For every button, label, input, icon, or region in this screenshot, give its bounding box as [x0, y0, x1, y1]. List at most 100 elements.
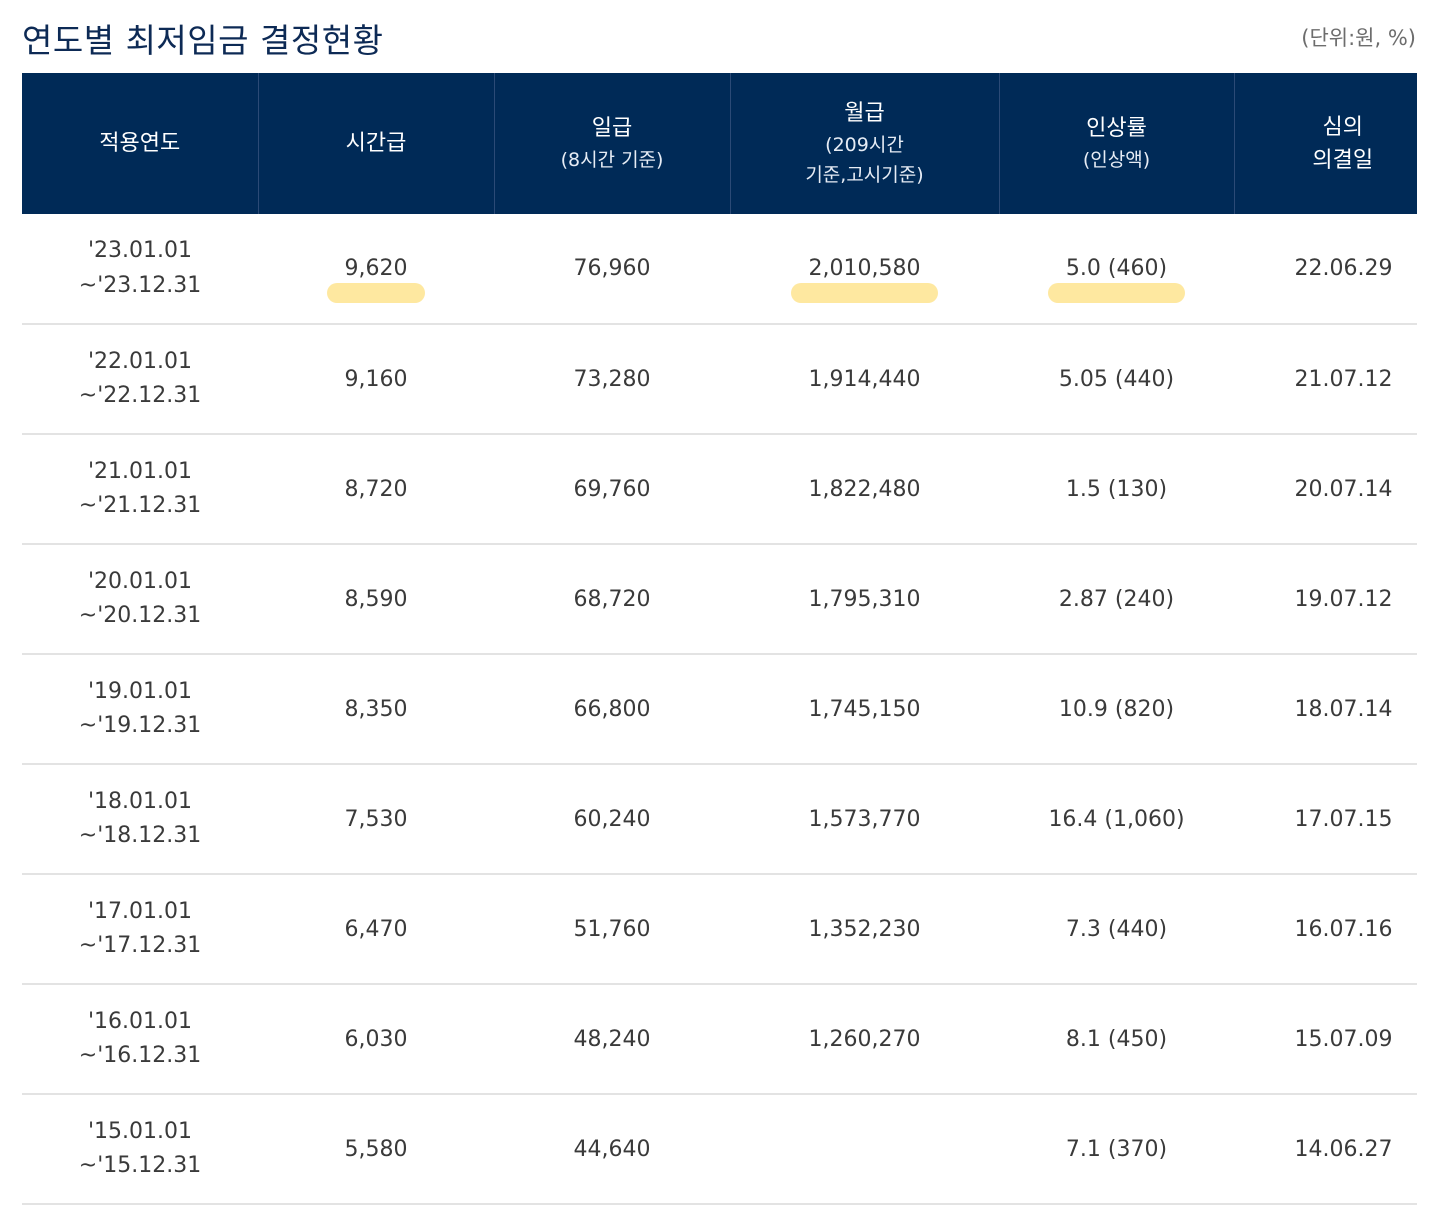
cell-rate: 2.87 (240)	[999, 544, 1234, 655]
period-start: '18.01.01	[87, 788, 193, 814]
cell-hourly: 9,620	[258, 214, 494, 325]
cell-decided-value: 19.07.12	[1294, 586, 1393, 612]
cell-decided: 14.06.27	[1234, 1094, 1417, 1205]
table-row: '18.01.01 ~'18.12.31 7,530 60,240 1,573,770 1…	[22, 764, 1417, 875]
highlight-mark-hourly	[326, 283, 426, 303]
cell-decided: 15.07.09	[1234, 984, 1417, 1095]
cell-rate-value: 16.4 (1,060)	[1048, 806, 1185, 832]
cell-period: '19.01.01 ~'19.12.31	[22, 654, 258, 765]
cell-rate-value: 1.5 (130)	[1065, 476, 1168, 502]
cell-monthly-value: 2,010,580	[808, 256, 921, 281]
cell-monthly-value: 1,745,150	[808, 696, 921, 722]
header-daily-label: 일급	[591, 115, 633, 141]
cell-period: '20.01.01 ~'20.12.31	[22, 544, 258, 655]
header-monthly-sub2: 기준,고시기준)	[805, 164, 924, 186]
header-hourly: 시간급	[257, 73, 494, 214]
cell-period: '21.01.01 ~'21.12.31	[22, 434, 258, 545]
cell-monthly: 1,914,440	[730, 324, 999, 435]
cell-daily: 73,280	[494, 324, 730, 435]
period-end: ~'18.12.31	[78, 823, 202, 848]
cell-hourly: 7,530	[258, 764, 494, 875]
cell-hourly-value: 5,580	[344, 1136, 408, 1162]
period-end: ~'16.12.31	[78, 1043, 202, 1068]
cell-period: '22.01.01 ~'22.12.31	[22, 324, 258, 435]
header-rate: 인상률 (인상액)	[998, 73, 1234, 214]
table-row: '22.01.01 ~'22.12.31 9,160 73,280 1,914,440 5…	[22, 324, 1417, 435]
cell-rate: 5.05 (440)	[999, 324, 1234, 435]
header-period-label: 적용연도	[99, 131, 181, 156]
header-hourly-label: 시간급	[345, 131, 407, 156]
cell-hourly: 8,590	[258, 544, 494, 655]
period-start: '23.01.01	[87, 238, 193, 264]
period-start: '17.01.01	[87, 898, 193, 924]
cell-rate: 1.5 (130)	[999, 434, 1234, 545]
minimum-wage-table: 적용연도 시간급 일급 (8시간 기준) 월급 (209시간 기준,고시기준) …	[22, 73, 1417, 1205]
cell-daily-value: 60,240	[573, 806, 651, 832]
cell-monthly: 1,822,480	[730, 434, 999, 545]
cell-rate-value: 5.05 (440)	[1058, 366, 1175, 392]
cell-daily: 68,720	[494, 544, 730, 655]
cell-hourly-value: 8,720	[344, 476, 408, 502]
cell-decided-value: 16.07.16	[1294, 916, 1393, 942]
cell-decided: 19.07.12	[1234, 544, 1417, 655]
cell-hourly-value: 7,530	[344, 806, 408, 832]
cell-daily-value: 44,640	[573, 1136, 651, 1162]
header-monthly: 월급 (209시간 기준,고시기준)	[729, 73, 999, 214]
cell-hourly: 6,470	[258, 874, 494, 985]
header-rate-label: 인상률	[1086, 115, 1147, 141]
header-decided-line1: 심의	[1322, 114, 1363, 140]
highlight-mark-monthly	[790, 283, 939, 303]
cell-daily-value: 48,240	[573, 1026, 651, 1052]
highlight-mark-rate	[1047, 283, 1186, 303]
header-decided-line2: 의결일	[1312, 147, 1374, 173]
cell-rate: 5.0 (460)	[999, 214, 1234, 325]
cell-hourly: 8,720	[258, 434, 494, 545]
cell-daily-value: 76,960	[573, 256, 651, 281]
header-daily-sub: (8시간 기준)	[560, 148, 664, 171]
table-row: '23.01.01 ~'23.12.31 9,620 76,960 2,010,580 5…	[22, 214, 1417, 325]
cell-decided-value: 21.07.12	[1294, 366, 1393, 392]
cell-monthly: 1,260,270	[730, 984, 999, 1095]
cell-rate-value: 8.1 (450)	[1065, 1026, 1168, 1052]
cell-decided: 18.07.14	[1234, 654, 1417, 765]
table-row: '17.01.01 ~'17.12.31 6,470 51,760 1,352,230 7…	[22, 874, 1417, 985]
cell-monthly-value: 1,260,270	[808, 1026, 921, 1052]
cell-rate: 16.4 (1,060)	[999, 764, 1234, 875]
cell-decided-value: 20.07.14	[1294, 476, 1393, 502]
period-end: ~'21.12.31	[78, 493, 202, 518]
cell-period: '18.01.01 ~'18.12.31	[22, 764, 258, 875]
cell-decided-value: 17.07.15	[1294, 806, 1393, 832]
cell-hourly-value: 6,470	[344, 916, 408, 942]
cell-decided-value: 22.06.29	[1294, 256, 1393, 281]
cell-decided-value: 15.07.09	[1294, 1026, 1393, 1052]
cell-hourly: 6,030	[258, 984, 494, 1095]
header-monthly-sub1: (209시간	[825, 133, 904, 156]
table-row: '16.01.01 ~'16.12.31 6,030 48,240 1,260,270 8…	[22, 984, 1417, 1095]
cell-rate-value: 5.0 (460)	[1065, 256, 1168, 281]
cell-hourly-value: 8,590	[344, 586, 408, 612]
period-end: ~'19.12.31	[78, 713, 202, 738]
cell-daily: 60,240	[494, 764, 730, 875]
header-decided: 심의 의결일	[1233, 73, 1417, 214]
cell-monthly	[730, 1094, 999, 1205]
cell-rate-value: 7.1 (370)	[1065, 1136, 1168, 1162]
table-header: 적용연도 시간급 일급 (8시간 기준) 월급 (209시간 기준,고시기준) …	[22, 73, 1417, 214]
page-title: 연도별 최저임금 결정현황	[22, 21, 384, 60]
period-start: '15.01.01	[87, 1118, 193, 1144]
cell-rate-value: 2.87 (240)	[1058, 586, 1175, 612]
cell-monthly: 1,352,230	[730, 874, 999, 985]
cell-hourly-value: 9,620	[344, 256, 408, 281]
table-row: '20.01.01 ~'20.12.31 8,590 68,720 1,795,310 2…	[22, 544, 1417, 655]
table-body: '23.01.01 ~'23.12.31 9,620 76,960 2,010,580 5…	[22, 214, 1417, 1205]
cell-monthly-value: 1,822,480	[808, 476, 921, 502]
header-monthly-label: 월급	[844, 100, 885, 126]
cell-hourly-value: 8,350	[344, 696, 408, 722]
cell-rate: 7.1 (370)	[999, 1094, 1234, 1205]
cell-monthly: 1,573,770	[730, 764, 999, 875]
header-rate-sub: (인상액)	[1082, 148, 1151, 171]
cell-monthly-value: 1,914,440	[808, 366, 921, 392]
cell-monthly-value: 1,352,230	[808, 916, 921, 942]
cell-daily-value: 73,280	[573, 366, 651, 392]
cell-monthly: 1,745,150	[730, 654, 999, 765]
cell-hourly-value: 9,160	[344, 366, 408, 392]
